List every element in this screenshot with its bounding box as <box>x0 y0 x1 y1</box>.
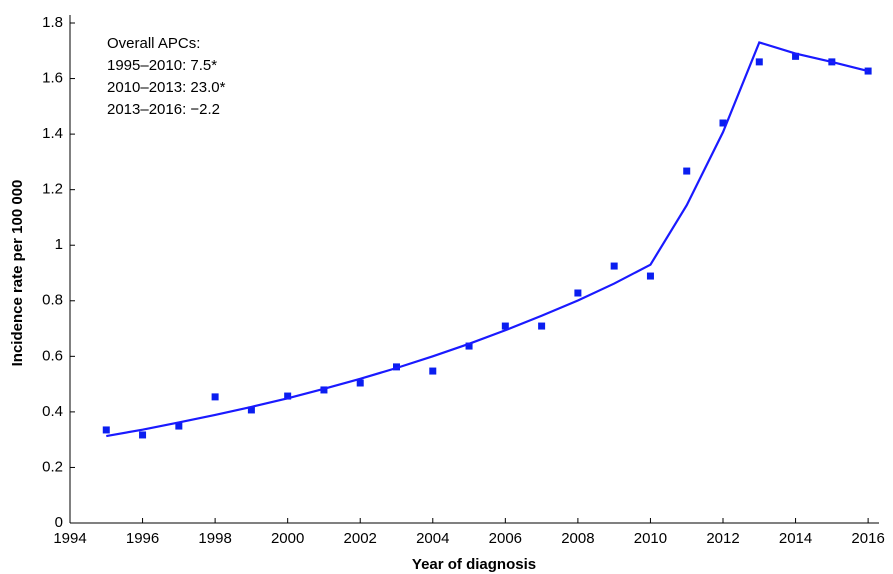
y-tick-label: 0.6 <box>42 347 63 364</box>
data-point <box>538 322 546 330</box>
y-tick-label: 0.2 <box>42 458 63 475</box>
data-point <box>646 272 654 280</box>
data-point <box>465 342 473 350</box>
data-point <box>683 167 691 175</box>
data-point <box>792 52 800 60</box>
data-point <box>719 119 727 127</box>
x-tick-label: 2004 <box>416 530 449 547</box>
y-tick-label: 1.6 <box>42 70 63 87</box>
x-tick-label: 2000 <box>271 530 304 547</box>
x-tick-label: 2012 <box>706 530 739 547</box>
x-tick-label: 1996 <box>126 530 159 547</box>
y-tick-label: 1.4 <box>42 125 63 142</box>
x-tick-label: 2016 <box>851 530 884 547</box>
data-point <box>501 322 509 330</box>
annotation: Overall APCs: <box>107 35 200 52</box>
x-tick-label: 1994 <box>53 530 86 547</box>
data-point <box>610 262 618 270</box>
data-point <box>356 379 364 387</box>
data-point <box>755 58 763 66</box>
x-axis-title: Year of diagnosis <box>412 556 536 573</box>
data-point <box>139 431 147 439</box>
annotation: 2013–2016: −2.2 <box>107 101 220 118</box>
x-tick-label: 2002 <box>344 530 377 547</box>
x-tick-label: 1998 <box>198 530 231 547</box>
y-tick-label: 0 <box>55 514 63 531</box>
data-point <box>102 426 110 434</box>
annotation: 2010–2013: 23.0* <box>107 79 226 96</box>
annotation: 1995–2010: 7.5* <box>107 57 217 74</box>
data-point <box>247 406 255 414</box>
x-tick-label: 2008 <box>561 530 594 547</box>
x-tick-label: 2006 <box>489 530 522 547</box>
data-point <box>429 367 437 375</box>
x-tick-label: 2010 <box>634 530 667 547</box>
data-point <box>574 289 582 297</box>
y-tick-label: 1.8 <box>42 14 63 31</box>
y-tick-label: 0.4 <box>42 403 63 420</box>
x-tick-label: 2014 <box>779 530 812 547</box>
y-tick-label: 0.8 <box>42 292 63 309</box>
y-tick-label: 1 <box>55 236 63 253</box>
fitted-line <box>106 41 869 438</box>
data-point <box>211 393 219 401</box>
y-tick-label: 1.2 <box>42 181 63 198</box>
data-point <box>284 392 292 400</box>
y-axis-title: Incidence rate per 100 000 <box>9 180 26 367</box>
data-point <box>175 422 183 430</box>
